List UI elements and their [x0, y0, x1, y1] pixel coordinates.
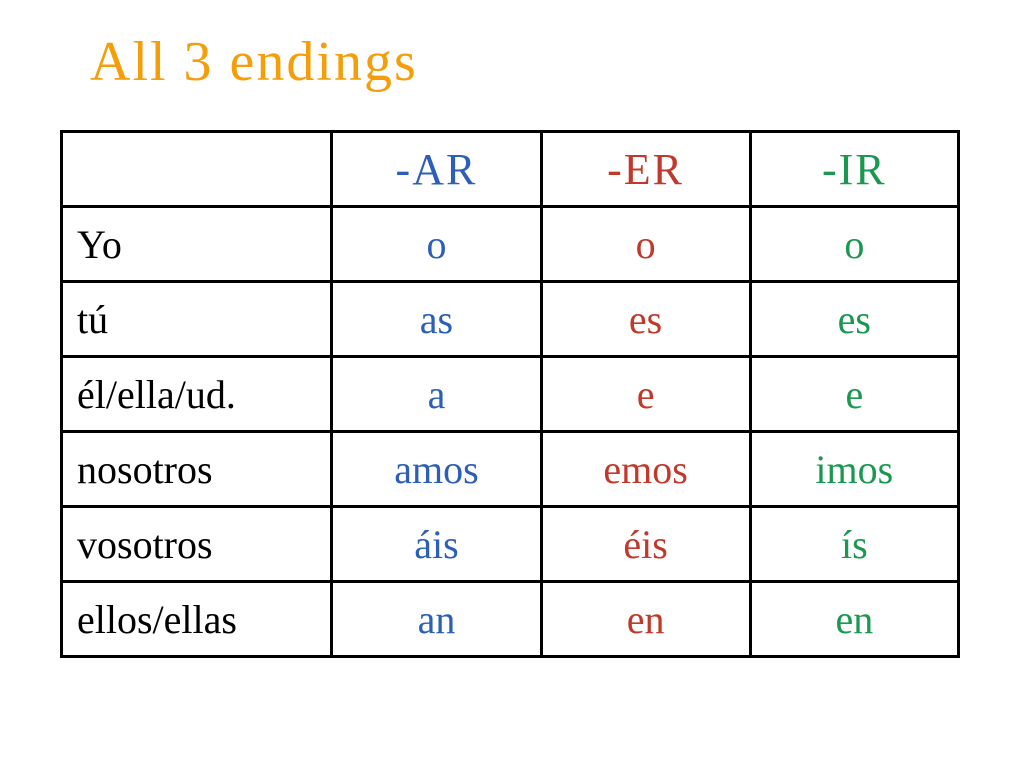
table-row: vosotros áis éis ís: [62, 507, 959, 582]
pronoun-cell: Yo: [62, 207, 332, 282]
ir-cell: o: [750, 207, 958, 282]
ir-cell: ís: [750, 507, 958, 582]
table-row: tú as es es: [62, 282, 959, 357]
conjugation-table: -AR -ER -IR Yo o o o tú as es es él/ella…: [60, 130, 960, 658]
ir-cell: es: [750, 282, 958, 357]
table-header-row: -AR -ER -IR: [62, 132, 959, 207]
ar-cell: amos: [332, 432, 541, 507]
table-row: él/ella/ud. a e e: [62, 357, 959, 432]
ar-cell: as: [332, 282, 541, 357]
pronoun-cell: nosotros: [62, 432, 332, 507]
header-er: -ER: [541, 132, 750, 207]
ar-cell: a: [332, 357, 541, 432]
ar-cell: o: [332, 207, 541, 282]
header-ir: -IR: [750, 132, 958, 207]
ar-cell: an: [332, 582, 541, 657]
er-cell: es: [541, 282, 750, 357]
header-blank: [62, 132, 332, 207]
ir-cell: en: [750, 582, 958, 657]
table-row: ellos/ellas an en en: [62, 582, 959, 657]
conjugation-table-wrap: -AR -ER -IR Yo o o o tú as es es él/ella…: [60, 130, 960, 658]
er-cell: en: [541, 582, 750, 657]
table-body: Yo o o o tú as es es él/ella/ud. a e e n…: [62, 207, 959, 657]
er-cell: emos: [541, 432, 750, 507]
er-cell: éis: [541, 507, 750, 582]
er-cell: e: [541, 357, 750, 432]
er-cell: o: [541, 207, 750, 282]
pronoun-cell: él/ella/ud.: [62, 357, 332, 432]
ar-cell: áis: [332, 507, 541, 582]
pronoun-cell: ellos/ellas: [62, 582, 332, 657]
ir-cell: imos: [750, 432, 958, 507]
table-row: Yo o o o: [62, 207, 959, 282]
header-ar: -AR: [332, 132, 541, 207]
page-title: All 3 endings: [90, 30, 418, 94]
table-row: nosotros amos emos imos: [62, 432, 959, 507]
ir-cell: e: [750, 357, 958, 432]
pronoun-cell: vosotros: [62, 507, 332, 582]
pronoun-cell: tú: [62, 282, 332, 357]
